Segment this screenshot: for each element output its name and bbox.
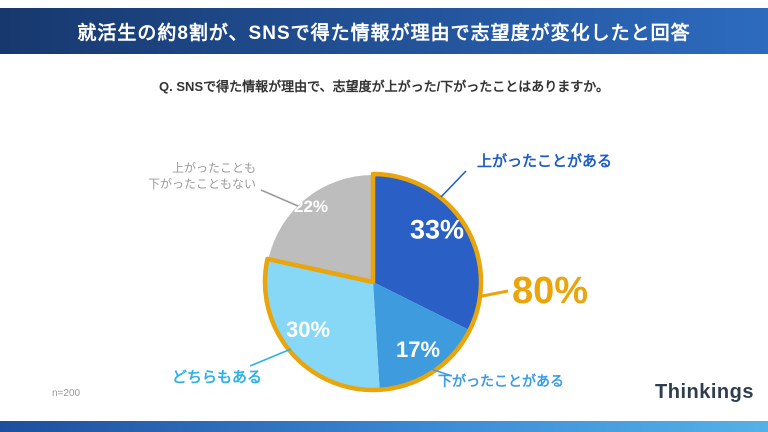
slice-label-down: 下がったことがある bbox=[438, 373, 564, 389]
footer-accent-bar bbox=[0, 421, 768, 432]
pie-slice-3 bbox=[268, 174, 373, 282]
highlight-connector-line bbox=[480, 289, 509, 298]
slice-label-neither: 上がったことも 下がったこともない bbox=[147, 161, 256, 192]
slice-label-up: 上がったことがある bbox=[477, 153, 613, 170]
slice-value-up: 33% bbox=[409, 214, 465, 245]
leader-line-0 bbox=[440, 170, 467, 198]
sample-size: n=200 bbox=[52, 388, 81, 399]
survey-question: Q. SNSで得た情報が理由で、志望度が上がった/下がったことはありますか。 bbox=[159, 79, 609, 94]
slice-label-both: どちらもある bbox=[172, 369, 263, 386]
leader-line-2 bbox=[249, 348, 292, 367]
slice-value-both: 30% bbox=[285, 317, 331, 342]
pie-slice-0 bbox=[373, 175, 480, 330]
highlight-outline bbox=[262, 171, 484, 393]
thinkings-logo: Thinkings bbox=[655, 381, 754, 403]
highlight-80-percent: 80% bbox=[512, 270, 589, 312]
header-bar: 就活生の約8割が、SNSで得た情報が理由で志望度が変化したと回答 bbox=[0, 8, 768, 54]
slice-value-neither: 22% bbox=[293, 197, 329, 216]
slice-value-down: 17% bbox=[395, 337, 441, 362]
pie-slice-2 bbox=[266, 259, 380, 389]
pie-slice-1 bbox=[373, 282, 469, 389]
leader-line-3 bbox=[260, 189, 299, 207]
leader-line-1 bbox=[427, 367, 453, 377]
page-title: 就活生の約8割が、SNSで得た情報が理由で志望度が変化したと回答 bbox=[77, 22, 691, 44]
